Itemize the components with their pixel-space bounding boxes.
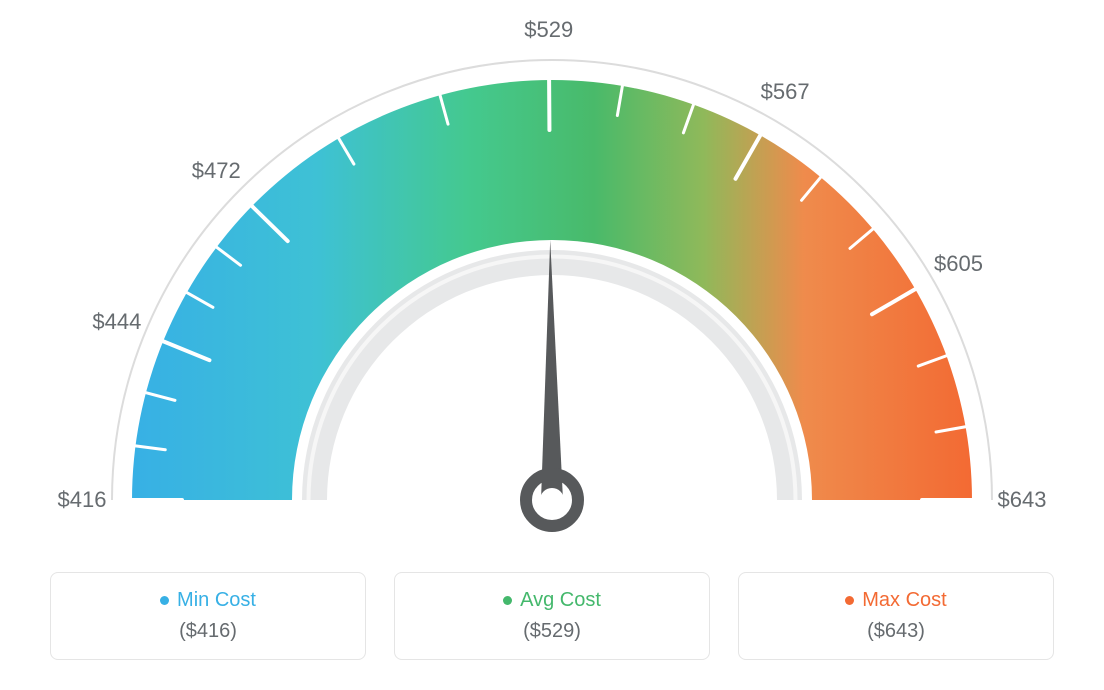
legend-card-max: Max Cost ($643): [738, 572, 1054, 660]
legend-value-max: ($643): [751, 620, 1041, 643]
tick-label: $529: [524, 17, 573, 43]
legend-dot-min: [160, 596, 169, 605]
gauge-area: $416 $444 $472 $529 $567 $605 $643: [0, 0, 1104, 560]
legend-title-max: Max Cost: [751, 589, 1041, 612]
gauge-svg: [0, 0, 1104, 560]
tick-label: $444: [92, 309, 141, 335]
legend-label-avg: Avg Cost: [520, 589, 601, 611]
legend-value-avg: ($529): [407, 620, 697, 643]
legend-label-max: Max Cost: [862, 589, 946, 611]
legend-card-min: Min Cost ($416): [50, 572, 366, 660]
legend-title-avg: Avg Cost: [407, 589, 697, 612]
tick-label: $567: [761, 79, 810, 105]
tick-label: $416: [58, 487, 107, 513]
tick-label: $605: [934, 251, 983, 277]
legend-label-min: Min Cost: [177, 589, 256, 611]
tick-label: $472: [192, 158, 241, 184]
legend-title-min: Min Cost: [63, 589, 353, 612]
legend-dot-avg: [503, 596, 512, 605]
tick-label: $643: [998, 487, 1047, 513]
legend-card-avg: Avg Cost ($529): [394, 572, 710, 660]
legend-dot-max: [845, 596, 854, 605]
legend-row: Min Cost ($416) Avg Cost ($529) Max Cost…: [50, 572, 1054, 660]
cost-gauge-chart: $416 $444 $472 $529 $567 $605 $643 Min Cost ($…: [0, 0, 1104, 690]
legend-value-min: ($416): [63, 620, 353, 643]
